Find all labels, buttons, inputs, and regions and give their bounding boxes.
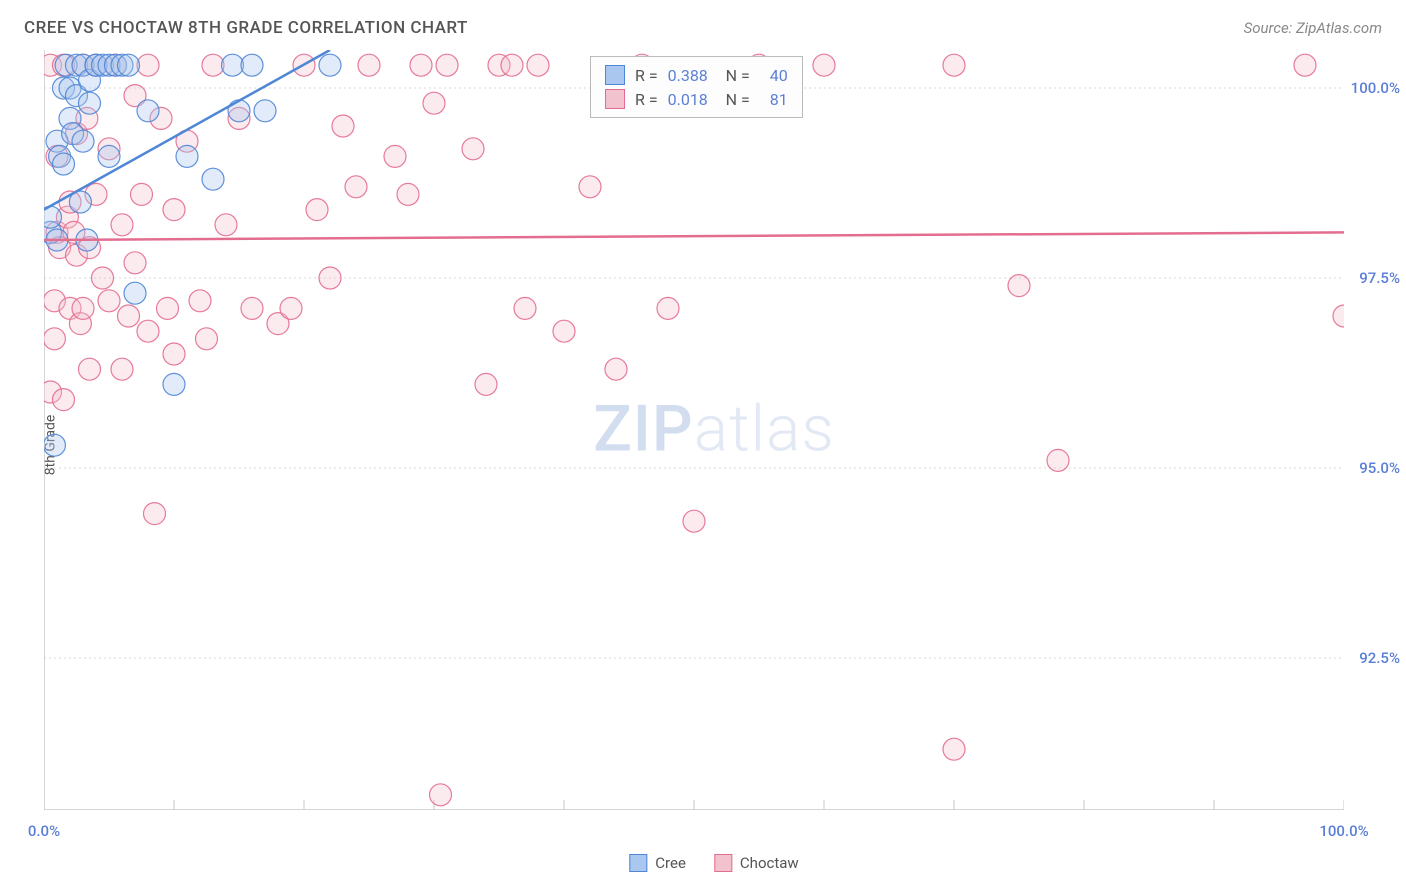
chart-area: 8th Grade ZIPatlas 92.5%95.0%97.5%100.0%… (44, 50, 1384, 840)
y-tick-label: 100.0% (1351, 79, 1400, 97)
stat-n-value: 81 (760, 90, 788, 109)
bottom-legend-item: Cree (629, 854, 686, 872)
x-tick-label: 100.0% (1319, 822, 1368, 840)
bottom-legend-item: Choctaw (714, 854, 799, 872)
chart-source: Source: ZipAtlas.com (1244, 19, 1382, 37)
stat-r-label: R = (635, 66, 658, 85)
stat-n-label: N = (726, 66, 750, 85)
x-tick-label: 0.0% (28, 822, 60, 840)
legend-swatch (605, 89, 625, 109)
stat-n-label: N = (726, 90, 750, 109)
bottom-legend: Cree Choctaw (629, 854, 798, 872)
chart-title: CREE VS CHOCTAW 8TH GRADE CORRELATION CH… (24, 18, 468, 38)
stat-r-label: R = (635, 90, 658, 109)
y-tick-label: 95.0% (1359, 459, 1400, 477)
y-tick-label: 92.5% (1359, 649, 1400, 667)
legend-swatch (629, 854, 647, 872)
stats-row: R = 0.388 N = 40 (605, 63, 788, 87)
stats-legend-box: R = 0.388 N = 40 R = 0.018 N = 81 (590, 56, 803, 118)
stat-n-value: 40 (760, 66, 788, 85)
stat-r-value: 0.388 (668, 66, 716, 85)
chart-header: CREE VS CHOCTAW 8TH GRADE CORRELATION CH… (0, 0, 1406, 46)
legend-swatch (605, 65, 625, 85)
stat-r-value: 0.018 (668, 90, 716, 109)
legend-swatch (714, 854, 732, 872)
legend-label: Choctaw (740, 854, 799, 872)
stats-row: R = 0.018 N = 81 (605, 87, 788, 111)
y-tick-label: 97.5% (1359, 269, 1400, 287)
x-tick-labels: 0.0%100.0% (44, 50, 1344, 810)
legend-label: Cree (655, 854, 686, 872)
